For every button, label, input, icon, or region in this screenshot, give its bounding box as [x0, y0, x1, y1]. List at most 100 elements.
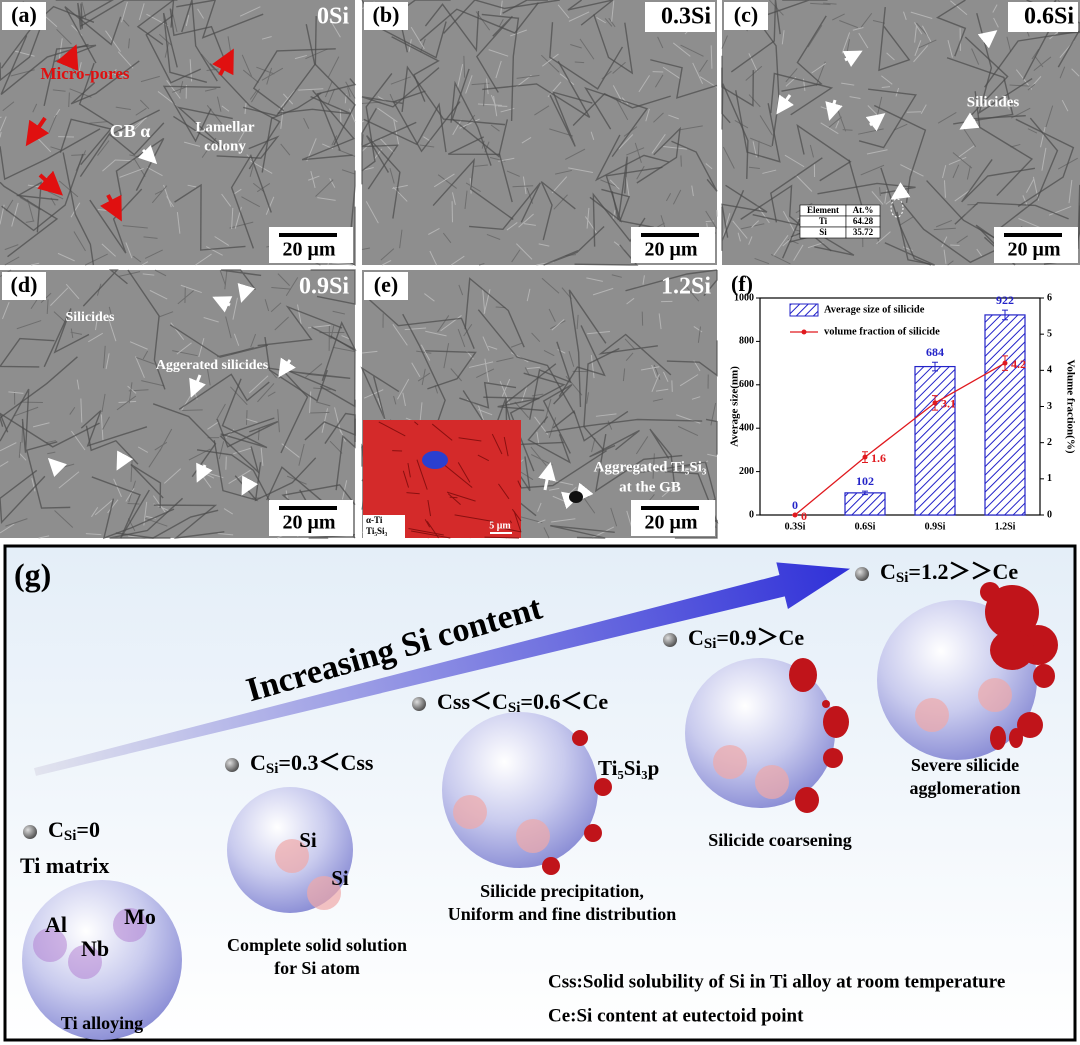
lamella [626, 297, 635, 305]
lamella [297, 304, 302, 325]
grain-boundary [574, 244, 639, 266]
sample-label: 1.2Si [661, 274, 711, 300]
lamella [411, 362, 421, 378]
lamella [1027, 83, 1036, 91]
lamella [339, 108, 342, 123]
lamella [14, 406, 39, 417]
inset-boundary [449, 496, 458, 499]
lamella [341, 169, 356, 175]
lamella [624, 338, 636, 350]
lamella [590, 131, 595, 140]
grain-boundary [432, 157, 514, 221]
line-point [792, 512, 798, 518]
lamella [18, 452, 27, 461]
lamella [913, 45, 929, 63]
grain-boundary [220, 378, 268, 449]
lamella [260, 447, 264, 467]
lamella [570, 44, 582, 49]
lamella [568, 11, 590, 22]
grain-boundary [464, 277, 525, 348]
lamella [298, 443, 305, 466]
lamella [866, 149, 888, 155]
lamella [138, 3, 145, 20]
lamella [531, 332, 541, 343]
lamella [277, 535, 283, 539]
lamella [135, 356, 145, 379]
lamella [65, 283, 80, 300]
lamella [95, 313, 99, 331]
grain-boundary [961, 159, 1036, 203]
lamella [329, 178, 336, 188]
y2-tick-label: 6 [1047, 292, 1052, 303]
lamella [280, 143, 291, 156]
lamella [125, 488, 135, 502]
lamella [710, 45, 713, 69]
grain-boundary [549, 91, 593, 147]
lamella [219, 270, 226, 286]
lamella [170, 322, 185, 340]
lamella [142, 273, 155, 276]
lamella [551, 518, 576, 523]
grain-boundary [401, 65, 506, 126]
lamella [277, 409, 280, 433]
lamella [424, 293, 435, 302]
lamella [484, 358, 490, 383]
lamella [651, 373, 660, 393]
lamella [635, 436, 649, 455]
lamella [952, 164, 960, 179]
grain-boundary [108, 109, 165, 156]
lamella [762, 169, 777, 174]
lamella [78, 62, 82, 72]
lamella [294, 54, 307, 60]
lamella [158, 33, 172, 46]
grain-boundary [593, 14, 634, 75]
y-tick-label: 400 [739, 422, 754, 433]
grain-boundary [796, 123, 852, 182]
lamella [239, 6, 261, 17]
lamella [278, 90, 296, 110]
lamella [271, 286, 291, 290]
lamella [45, 440, 57, 444]
schematic-text: Nb [81, 936, 109, 961]
x-tick-label: 1.2Si [995, 521, 1016, 532]
lamella [31, 478, 36, 492]
inset-boundary [457, 462, 471, 483]
condition-label: CSi=1.2＞＞Ce [880, 559, 1018, 586]
sample-box [1008, 2, 1078, 32]
lamella [748, 166, 760, 170]
lamella [389, 167, 395, 184]
lamella [657, 36, 664, 49]
lamella [303, 117, 310, 129]
inset-boundary [484, 536, 520, 539]
lamella [750, 137, 772, 148]
lamella [477, 103, 502, 106]
line-point [932, 400, 938, 406]
lamella [249, 165, 254, 177]
y-tick-label: 200 [739, 466, 754, 477]
lamella [229, 221, 254, 229]
lamella [537, 519, 546, 524]
inset-legend: α-Ti [366, 515, 383, 525]
grain-boundary [550, 525, 615, 539]
condition-part: C [880, 559, 896, 584]
lamella [172, 86, 186, 93]
lamella [113, 478, 122, 498]
error-bar [1002, 309, 1008, 321]
lamella [16, 320, 42, 330]
lamella [1041, 147, 1047, 171]
lamella [85, 533, 102, 536]
lamella [282, 93, 294, 105]
lamella [512, 185, 534, 188]
lamella [963, 128, 977, 148]
x-tick-label: 0.6Si [855, 521, 876, 532]
lamella [310, 411, 330, 414]
lamella [397, 378, 410, 400]
grain-boundary [481, 13, 520, 122]
silicide-particle [1033, 664, 1055, 688]
lamella [125, 242, 133, 259]
arrow [241, 475, 259, 496]
inset-boundary [503, 436, 509, 457]
lamella [693, 326, 703, 333]
lamella [308, 175, 320, 181]
arrow [212, 48, 234, 76]
